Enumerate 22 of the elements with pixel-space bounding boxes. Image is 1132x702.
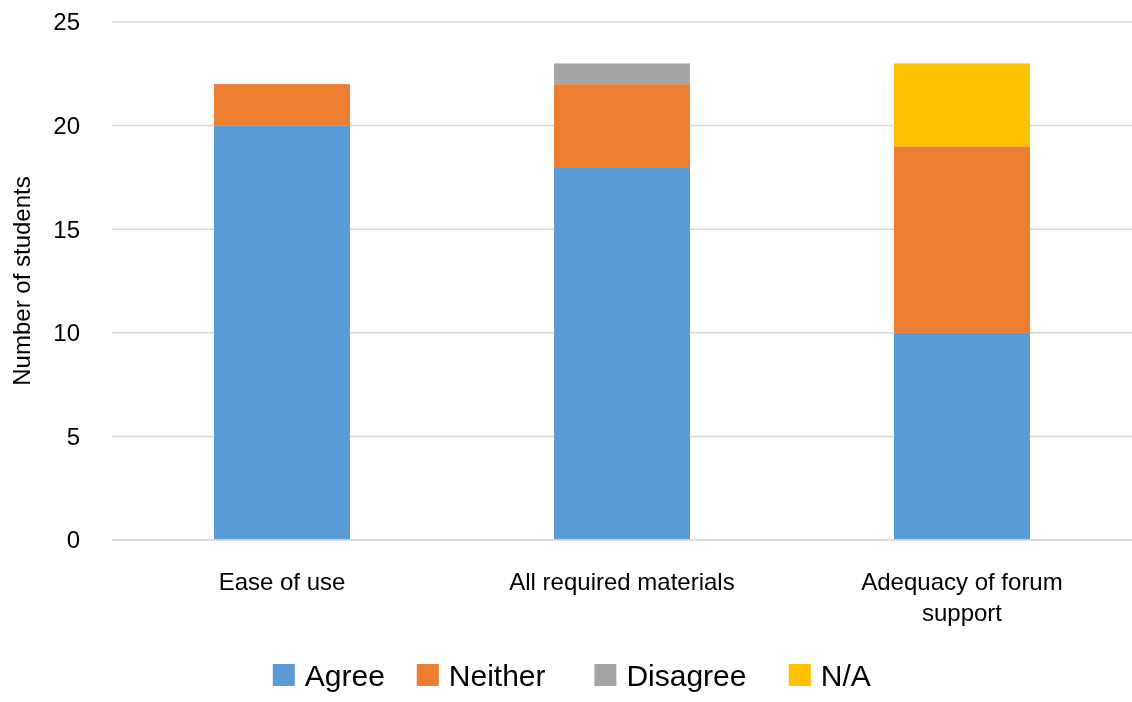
x-tick-label: All required materials	[509, 568, 735, 595]
bar	[894, 332, 1030, 540]
bar	[554, 167, 690, 540]
y-tick-label: 20	[53, 112, 80, 139]
y-axis-title: Number of students	[8, 176, 35, 386]
y-tick-label: 10	[53, 319, 80, 347]
x-tick-label: Ease of use	[218, 568, 346, 595]
x-tick-label: Adequacy of forum support	[861, 568, 1063, 626]
bar	[894, 63, 1030, 147]
legend-label: Neither	[448, 659, 546, 692]
y-tick-label: 0	[66, 526, 80, 554]
legend-label: Agree	[304, 659, 385, 692]
bar	[214, 84, 350, 126]
bar	[554, 63, 690, 85]
bar	[214, 125, 350, 540]
legend-label: Disagree	[626, 659, 747, 692]
bar	[554, 84, 690, 168]
y-tick-label: 15	[53, 215, 80, 243]
y-tick-label: 5	[66, 422, 80, 450]
legend-label: N/A	[820, 659, 871, 692]
bar	[894, 146, 1030, 333]
y-tick-label: 25	[53, 8, 80, 36]
